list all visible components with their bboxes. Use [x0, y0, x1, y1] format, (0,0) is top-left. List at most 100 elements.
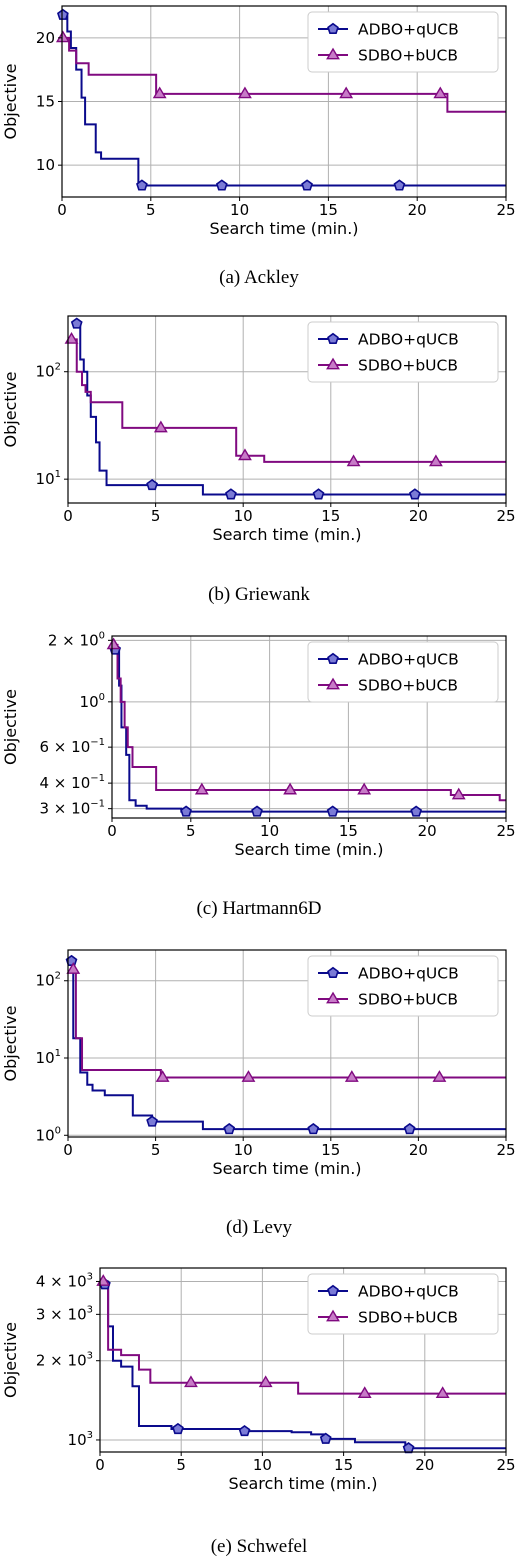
- legend: ADBO+qUCB SDBO+bUCB: [307, 955, 499, 1017]
- y-axis-label: Objective: [1, 1322, 20, 1398]
- legend: ADBO+qUCB SDBO+bUCB: [307, 641, 499, 703]
- legend-label: ADBO+qUCB: [358, 651, 459, 669]
- y-tick-exponent: 0: [99, 692, 105, 703]
- pentagon-marker-1: [172, 1422, 184, 1435]
- y-tick-label: 10: [36, 156, 55, 174]
- pentagon-marker-4: [393, 179, 406, 191]
- x-axis-label: Search time (min.): [212, 525, 361, 544]
- triangle-marker-1: [153, 420, 168, 433]
- triangle-marker-1: [155, 1070, 170, 1082]
- y-axis-label: Objective: [1, 1006, 20, 1082]
- x-tick-label: 0: [57, 201, 67, 219]
- y-tick-label: 2 × 103: [36, 1351, 93, 1370]
- y-tick-label: 20: [36, 29, 55, 47]
- y-tick-label: 100: [80, 692, 105, 711]
- triangle-marker-4: [432, 1070, 447, 1082]
- x-axis-label: Search time (min.): [234, 840, 383, 859]
- pentagon-marker-legend: [327, 652, 339, 665]
- x-tick-label: 25: [496, 507, 515, 525]
- x-tick-label: 0: [107, 822, 117, 840]
- y-tick-label: 6 × 10−1: [40, 737, 106, 756]
- y-tick-exponent: −1: [90, 737, 105, 748]
- triangle-marker-3: [357, 1386, 372, 1399]
- triangle-marker-legend: [326, 991, 340, 1004]
- y-tick-base: 10: [36, 470, 55, 488]
- legend-frame: [307, 11, 499, 73]
- y-axis-label: Objective: [1, 64, 20, 140]
- plot-frame: [111, 635, 507, 819]
- x-axis-label: Search time (min.): [228, 1474, 377, 1493]
- pentagon-marker-2: [251, 805, 263, 817]
- legend-frame: [307, 955, 499, 1017]
- legend-frame: [307, 641, 499, 703]
- x-tick-label: 10: [234, 1141, 253, 1159]
- plot-frame: [99, 1267, 507, 1453]
- legend-frame: [307, 1273, 499, 1335]
- y-tick-base: 10: [36, 1049, 55, 1067]
- series-line-SDBO+bUCB: [103, 1280, 506, 1395]
- y-tick-label: 3 × 103: [36, 1304, 93, 1323]
- series-line-ADBO+qUCB: [104, 1283, 506, 1450]
- x-tick-label: 10: [234, 507, 253, 525]
- x-tick-label: 15: [319, 201, 338, 219]
- series-lines: [71, 322, 506, 496]
- triangle-marker-3: [357, 782, 372, 795]
- triangle-marker-2: [241, 1070, 256, 1082]
- legend-label: SDBO+bUCB: [358, 47, 458, 65]
- triangle-marker-4: [433, 86, 448, 99]
- y-tick-base: 3 × 10: [36, 1305, 87, 1323]
- legend: ADBO+qUCB SDBO+bUCB: [307, 1273, 499, 1335]
- x-tick-label: 10: [260, 822, 279, 840]
- triangle-marker-3: [346, 454, 361, 467]
- y-tick-base: 10: [36, 363, 55, 381]
- figure-caption: (d) Levy: [226, 1217, 292, 1238]
- plot-frame: [67, 315, 507, 504]
- y-tick-label: 101: [36, 469, 61, 488]
- triangle-marker-1: [152, 86, 167, 99]
- triangle-marker-4: [435, 1386, 450, 1399]
- x-tick-label: 5: [146, 201, 156, 219]
- legend-frame: [307, 321, 499, 383]
- pentagon-marker-0: [56, 8, 69, 20]
- y-tick-exponent: −1: [90, 773, 105, 784]
- legend-label: SDBO+bUCB: [358, 991, 458, 1009]
- triangle-marker-1: [184, 1375, 198, 1388]
- y-tick-label: 2 × 100: [48, 630, 105, 649]
- pentagon-marker-2: [223, 1122, 236, 1135]
- x-tick-label: 15: [334, 1456, 353, 1474]
- pentagon-marker-1: [146, 1115, 158, 1127]
- triangle-marker-0: [106, 637, 121, 650]
- y-tick-exponent: 3: [87, 1304, 93, 1315]
- figure-caption: (c) Hartmann6D: [196, 898, 321, 919]
- y-tick-exponent: 1: [55, 1048, 61, 1059]
- triangle-marker-2: [258, 1375, 273, 1388]
- triangle-marker-0: [64, 331, 79, 344]
- y-tick-exponent: −1: [90, 799, 105, 810]
- y-tick-exponent: 3: [87, 1271, 93, 1282]
- triangle-marker-0: [55, 30, 70, 43]
- y-axis-label: Objective: [1, 689, 20, 765]
- x-tick-label: 15: [339, 822, 358, 840]
- x-axis-label: Search time (min.): [209, 219, 358, 238]
- y-tick-exponent: 3: [87, 1351, 93, 1362]
- y-tick-exponent: 1: [55, 469, 61, 480]
- series-line-SDBO+bUCB: [71, 338, 506, 463]
- triangle-marker-2: [238, 448, 252, 461]
- triangle-marker-3: [339, 86, 354, 99]
- figure-caption: (b) Griewank: [208, 584, 310, 605]
- x-tick-label: 25: [496, 1141, 515, 1159]
- series-lines: [62, 13, 506, 187]
- pentagon-marker-3: [301, 179, 313, 191]
- pentagon-marker-3: [319, 1432, 332, 1444]
- triangle-marker-legend: [326, 1309, 340, 1322]
- x-tick-label: 5: [186, 822, 196, 840]
- pentagon-marker-3: [307, 1122, 320, 1135]
- x-tick-label: 20: [415, 1456, 434, 1474]
- x-tick-label: 0: [63, 507, 73, 525]
- pentagon-marker-2: [225, 488, 237, 500]
- y-tick-label: 101: [36, 1048, 61, 1067]
- triangle-marker-1: [194, 782, 209, 795]
- y-tick-exponent: 2: [55, 971, 61, 982]
